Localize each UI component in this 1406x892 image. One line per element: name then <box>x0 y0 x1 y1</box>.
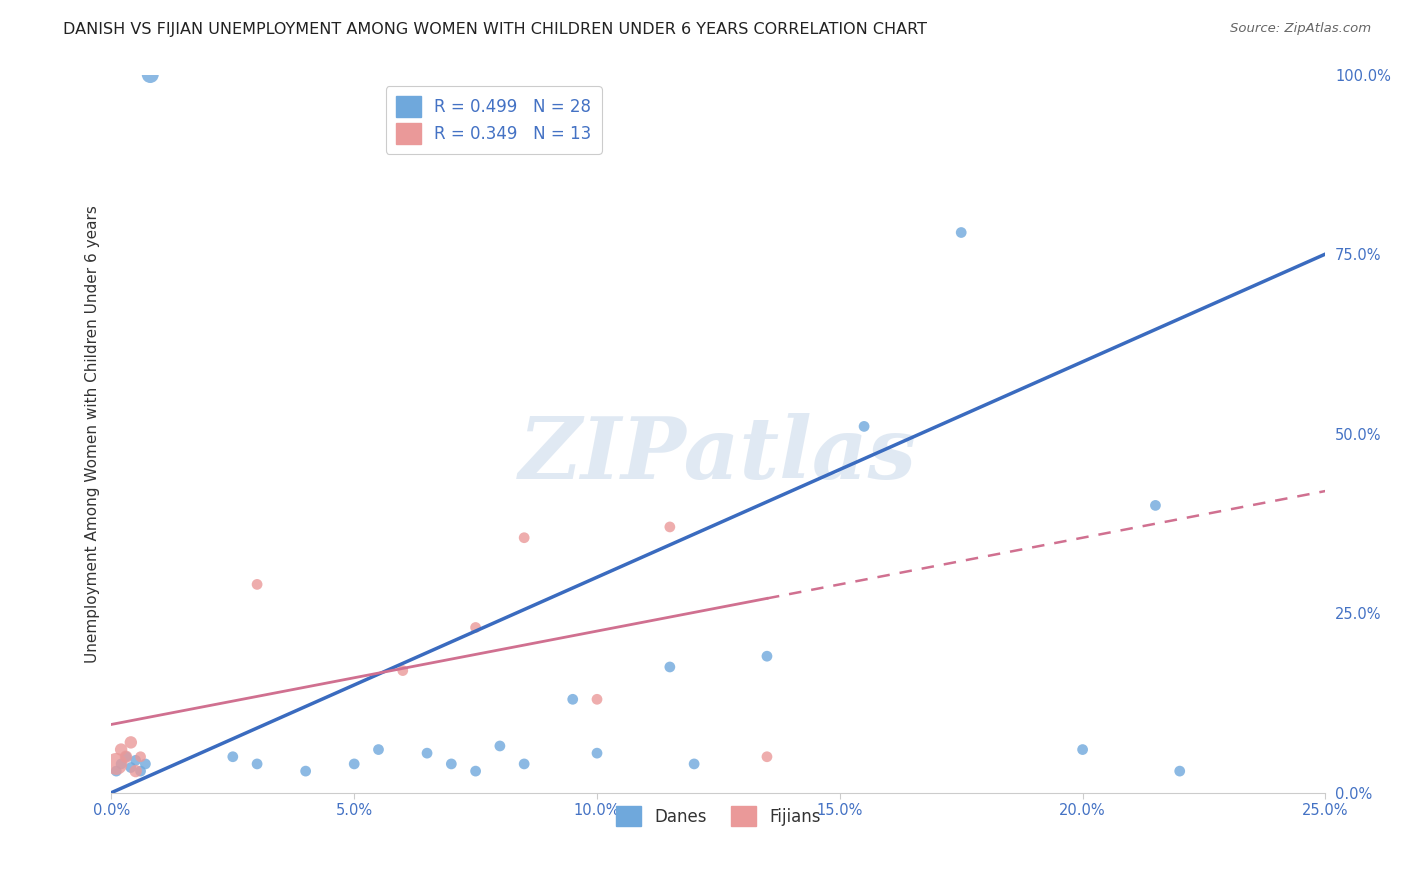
Point <box>561 692 583 706</box>
Point <box>120 735 142 749</box>
Point <box>755 749 778 764</box>
Point <box>755 649 778 664</box>
Point <box>105 756 128 771</box>
Point <box>658 660 681 674</box>
Point <box>134 756 156 771</box>
Text: ZIPatlas: ZIPatlas <box>519 413 918 497</box>
Point <box>513 756 536 771</box>
Point <box>586 746 609 760</box>
Point <box>464 620 486 634</box>
Point <box>110 756 132 771</box>
Point <box>222 749 245 764</box>
Point <box>129 764 152 778</box>
Point <box>658 520 681 534</box>
Legend: Danes, Fijians: Danes, Fijians <box>607 797 830 835</box>
Point <box>129 749 152 764</box>
Point <box>367 742 389 756</box>
Point <box>950 226 973 240</box>
Point <box>125 753 148 767</box>
Point <box>246 756 269 771</box>
Point <box>440 756 463 771</box>
Point <box>125 764 148 778</box>
Point <box>110 742 132 756</box>
Point <box>853 419 876 434</box>
Point <box>683 756 706 771</box>
Point <box>416 746 439 760</box>
Point <box>1168 764 1191 778</box>
Point <box>139 68 162 82</box>
Point <box>115 749 138 764</box>
Point <box>294 764 316 778</box>
Point <box>120 760 142 774</box>
Point <box>105 764 128 778</box>
Point <box>1144 499 1167 513</box>
Point <box>391 664 413 678</box>
Point <box>343 756 366 771</box>
Point <box>513 531 536 545</box>
Point <box>246 577 269 591</box>
Text: DANISH VS FIJIAN UNEMPLOYMENT AMONG WOMEN WITH CHILDREN UNDER 6 YEARS CORRELATIO: DANISH VS FIJIAN UNEMPLOYMENT AMONG WOME… <box>63 22 928 37</box>
Point <box>586 692 609 706</box>
Point <box>115 749 138 764</box>
Point <box>489 739 512 753</box>
Text: Source: ZipAtlas.com: Source: ZipAtlas.com <box>1230 22 1371 36</box>
Y-axis label: Unemployment Among Women with Children Under 6 years: Unemployment Among Women with Children U… <box>86 204 100 663</box>
Point <box>1071 742 1094 756</box>
Point <box>464 764 486 778</box>
